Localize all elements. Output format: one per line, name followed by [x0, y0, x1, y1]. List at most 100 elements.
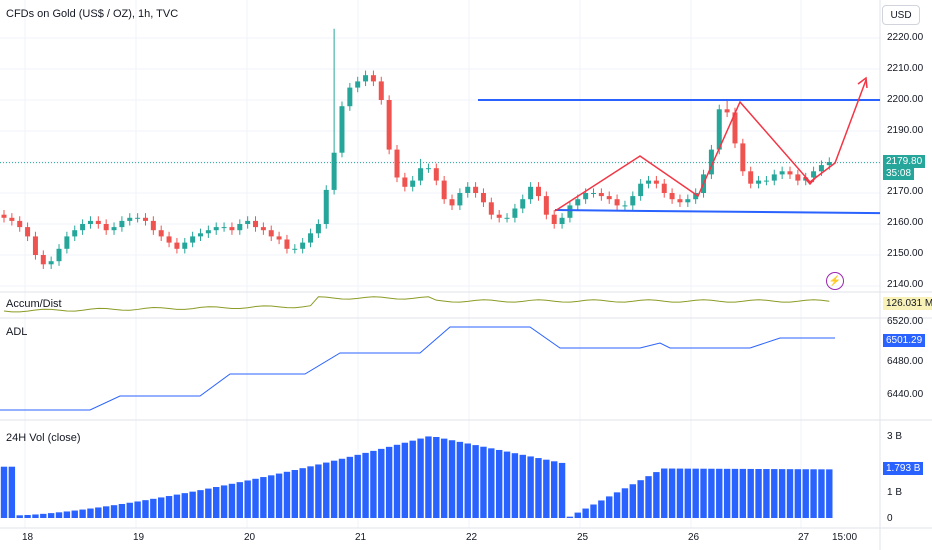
volume-bar	[613, 492, 621, 518]
volume-bar	[63, 511, 71, 518]
candle-body	[95, 220, 101, 224]
volume-bar	[173, 494, 181, 518]
volume-bar	[110, 505, 118, 518]
candle-body	[740, 143, 746, 172]
last-price-label: 2179.80	[883, 155, 926, 168]
candle-body	[535, 186, 541, 197]
time-tick: 19	[133, 532, 145, 543]
volume-bar	[275, 473, 283, 518]
candle-body	[425, 168, 431, 170]
volume-bar	[330, 460, 338, 518]
volume-bar	[511, 453, 519, 518]
vol-value: 1.793 B	[883, 462, 924, 475]
candle-body	[142, 217, 148, 221]
volume-bar	[354, 454, 361, 518]
price-tick: 2150.00	[887, 248, 924, 259]
candle-body	[575, 199, 581, 206]
candle-body	[661, 183, 667, 193]
candle-body	[386, 100, 392, 150]
candle-body	[355, 81, 361, 88]
volume-bar	[370, 450, 377, 518]
candle-body	[591, 193, 596, 194]
volume-bar	[802, 469, 809, 518]
volume-bar	[747, 468, 754, 518]
candle-body	[826, 162, 832, 166]
volume-bar	[472, 445, 479, 518]
candle-body	[9, 217, 15, 221]
candle-body	[1, 214, 7, 218]
candle-body	[221, 227, 227, 229]
volume-bar	[566, 516, 574, 518]
volume-bar	[590, 504, 597, 518]
bar-countdown: 35:08	[883, 167, 915, 180]
volume-bar	[16, 515, 23, 518]
volume-bar	[283, 471, 291, 518]
volume-bar	[150, 498, 157, 518]
volume-bar	[574, 512, 581, 518]
volume-bar	[629, 484, 636, 518]
candle-body	[268, 230, 274, 237]
accum-dist-value: 126.031 M	[883, 297, 932, 310]
candle-body	[323, 189, 329, 224]
volume-bar	[503, 451, 511, 518]
accum-dist-title[interactable]: Accum/Dist	[6, 298, 62, 310]
candle-body	[433, 168, 439, 181]
candle-body	[80, 224, 86, 231]
candle-body	[465, 186, 471, 193]
candle-body	[213, 227, 219, 231]
currency-button[interactable]: USD	[882, 5, 920, 25]
volume-bar	[692, 468, 699, 518]
time-tick: 20	[244, 532, 256, 543]
volume-bar	[433, 437, 440, 518]
volume-bar	[95, 507, 102, 518]
candle-body	[245, 220, 251, 224]
volume-bar	[181, 493, 188, 518]
candle-body	[763, 180, 769, 182]
volume-bar	[771, 469, 778, 518]
volume-bar	[668, 468, 676, 518]
volume-bar	[645, 476, 652, 518]
volume-bar	[488, 448, 495, 518]
accum-dist-line	[3, 296, 830, 313]
candle-body	[394, 149, 400, 178]
volume-bar	[228, 483, 236, 518]
lightning-icon[interactable]: ⚡	[826, 272, 844, 290]
volume-bar	[323, 462, 330, 518]
symbol-title[interactable]: CFDs on Gold (US$ / OZ), 1h, TVC	[6, 8, 179, 20]
time-tick: 22	[466, 532, 478, 543]
candle-body	[708, 149, 714, 175]
volume-bar	[598, 500, 605, 518]
volume-bar	[417, 438, 424, 518]
volume-bar	[731, 468, 739, 518]
volume-bar	[763, 469, 770, 518]
volume-bar	[268, 475, 275, 518]
price-tick: 2160.00	[887, 217, 924, 228]
candle-body	[653, 180, 659, 184]
candle-body	[315, 224, 321, 234]
candle-body	[496, 214, 502, 218]
candle-body	[732, 112, 738, 144]
adl-title[interactable]: ADL	[6, 326, 28, 338]
vol-title[interactable]: 24H Vol (close)	[6, 432, 81, 444]
candle-body	[677, 199, 683, 203]
volume-bar	[205, 488, 212, 518]
volume-bar	[456, 441, 464, 518]
candle-body	[190, 236, 196, 243]
price-tick: 2210.00	[887, 63, 924, 74]
volume-bar	[495, 449, 503, 518]
volume-bar	[606, 496, 613, 518]
volume-bar	[126, 502, 133, 518]
candle-body	[449, 199, 455, 206]
volume-bar	[71, 510, 78, 518]
candle-body	[418, 168, 424, 181]
candle-body	[811, 171, 817, 178]
candle-body	[528, 186, 534, 200]
volume-bar	[213, 487, 220, 518]
volume-bar	[700, 468, 707, 518]
volume-bar	[165, 496, 173, 518]
volume-bar	[653, 472, 660, 518]
projection-path	[554, 79, 867, 212]
candle-body	[64, 236, 70, 249]
candle-body	[795, 174, 801, 181]
